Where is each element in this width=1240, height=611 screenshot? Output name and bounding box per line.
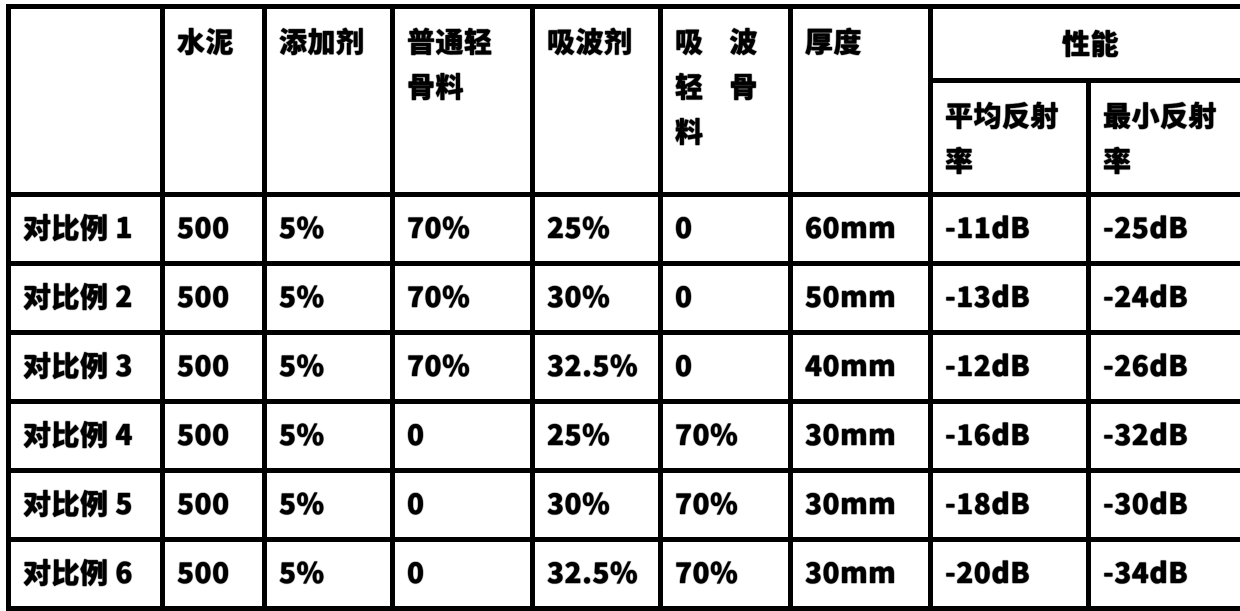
cell-thickness: 30mm <box>791 471 931 540</box>
header-rowlabel-blank <box>9 7 163 195</box>
header-cement: 水泥 <box>163 7 265 195</box>
cell-cement: 500 <box>163 471 265 540</box>
header-avg-reflectivity: 平均反射率 <box>931 80 1089 195</box>
cell-thickness: 30mm <box>791 402 931 471</box>
cell-min: -30dB <box>1089 471 1240 540</box>
comparison-table: 水泥 添加剂 普通轻骨料 吸波剂 吸 波 轻 骨 料 厚度 性能 平均反射率 最… <box>6 4 1240 611</box>
cell-additive: 5% <box>265 402 393 471</box>
cell-normal-agg: 0 <box>393 540 533 609</box>
cell-additive: 5% <box>265 471 393 540</box>
row-label: 对比例 4 <box>9 402 163 471</box>
cell-thickness: 50mm <box>791 264 931 333</box>
cell-avg: -16dB <box>931 402 1089 471</box>
cell-absorber: 25% <box>533 402 661 471</box>
cell-min: -25dB <box>1089 195 1240 264</box>
cell-avg: -20dB <box>931 540 1089 609</box>
cell-avg: -12dB <box>931 333 1089 402</box>
cell-cement: 500 <box>163 264 265 333</box>
cell-cement: 500 <box>163 333 265 402</box>
header-absorbing-aggregate: 吸 波 轻 骨 料 <box>661 7 791 195</box>
cell-avg: -18dB <box>931 471 1089 540</box>
cell-normal-agg: 70% <box>393 333 533 402</box>
cell-normal-agg: 70% <box>393 264 533 333</box>
row-label: 对比例 3 <box>9 333 163 402</box>
table-row: 对比例 3 500 5% 70% 32.5% 0 40mm -12dB -26d… <box>9 333 1240 402</box>
header-absorber: 吸波剂 <box>533 7 661 195</box>
row-label: 对比例 2 <box>9 264 163 333</box>
row-label: 对比例 6 <box>9 540 163 609</box>
cell-min: -34dB <box>1089 540 1240 609</box>
cell-additive: 5% <box>265 264 393 333</box>
header-normal-aggregate: 普通轻骨料 <box>393 7 533 195</box>
cell-additive: 5% <box>265 195 393 264</box>
cell-min: -32dB <box>1089 402 1240 471</box>
cell-absorb-agg: 70% <box>661 471 791 540</box>
cell-avg: -13dB <box>931 264 1089 333</box>
table-row: 对比例 2 500 5% 70% 30% 0 50mm -13dB -24dB <box>9 264 1240 333</box>
table-row: 对比例 6 500 5% 0 32.5% 70% 30mm -20dB -34d… <box>9 540 1240 609</box>
cell-absorb-agg: 70% <box>661 402 791 471</box>
header-performance: 性能 <box>931 7 1240 81</box>
cell-avg: -11dB <box>931 195 1089 264</box>
cell-cement: 500 <box>163 402 265 471</box>
cell-thickness: 40mm <box>791 333 931 402</box>
cell-absorb-agg: 0 <box>661 195 791 264</box>
row-label: 对比例 5 <box>9 471 163 540</box>
cell-absorber: 32.5% <box>533 540 661 609</box>
header-additive: 添加剂 <box>265 7 393 195</box>
cell-thickness: 60mm <box>791 195 931 264</box>
header-thickness: 厚度 <box>791 7 931 195</box>
cell-normal-agg: 70% <box>393 195 533 264</box>
header-row-1: 水泥 添加剂 普通轻骨料 吸波剂 吸 波 轻 骨 料 厚度 性能 <box>9 7 1240 81</box>
table-row: 对比例 4 500 5% 0 25% 70% 30mm -16dB -32dB <box>9 402 1240 471</box>
cell-min: -24dB <box>1089 264 1240 333</box>
cell-additive: 5% <box>265 333 393 402</box>
cell-absorber: 32.5% <box>533 333 661 402</box>
cell-absorb-agg: 0 <box>661 333 791 402</box>
cell-absorb-agg: 70% <box>661 540 791 609</box>
cell-cement: 500 <box>163 540 265 609</box>
cell-min: -26dB <box>1089 333 1240 402</box>
header-min-reflectivity: 最小反射率 <box>1089 80 1240 195</box>
cell-normal-agg: 0 <box>393 402 533 471</box>
cell-thickness: 30mm <box>791 540 931 609</box>
table-row: 对比例 5 500 5% 0 30% 70% 30mm -18dB -30dB <box>9 471 1240 540</box>
cell-normal-agg: 0 <box>393 471 533 540</box>
table-row: 对比例 1 500 5% 70% 25% 0 60mm -11dB -25dB <box>9 195 1240 264</box>
cell-additive: 5% <box>265 540 393 609</box>
cell-cement: 500 <box>163 195 265 264</box>
cell-absorber: 30% <box>533 471 661 540</box>
cell-absorb-agg: 0 <box>661 264 791 333</box>
row-label: 对比例 1 <box>9 195 163 264</box>
cell-absorber: 30% <box>533 264 661 333</box>
cell-absorber: 25% <box>533 195 661 264</box>
